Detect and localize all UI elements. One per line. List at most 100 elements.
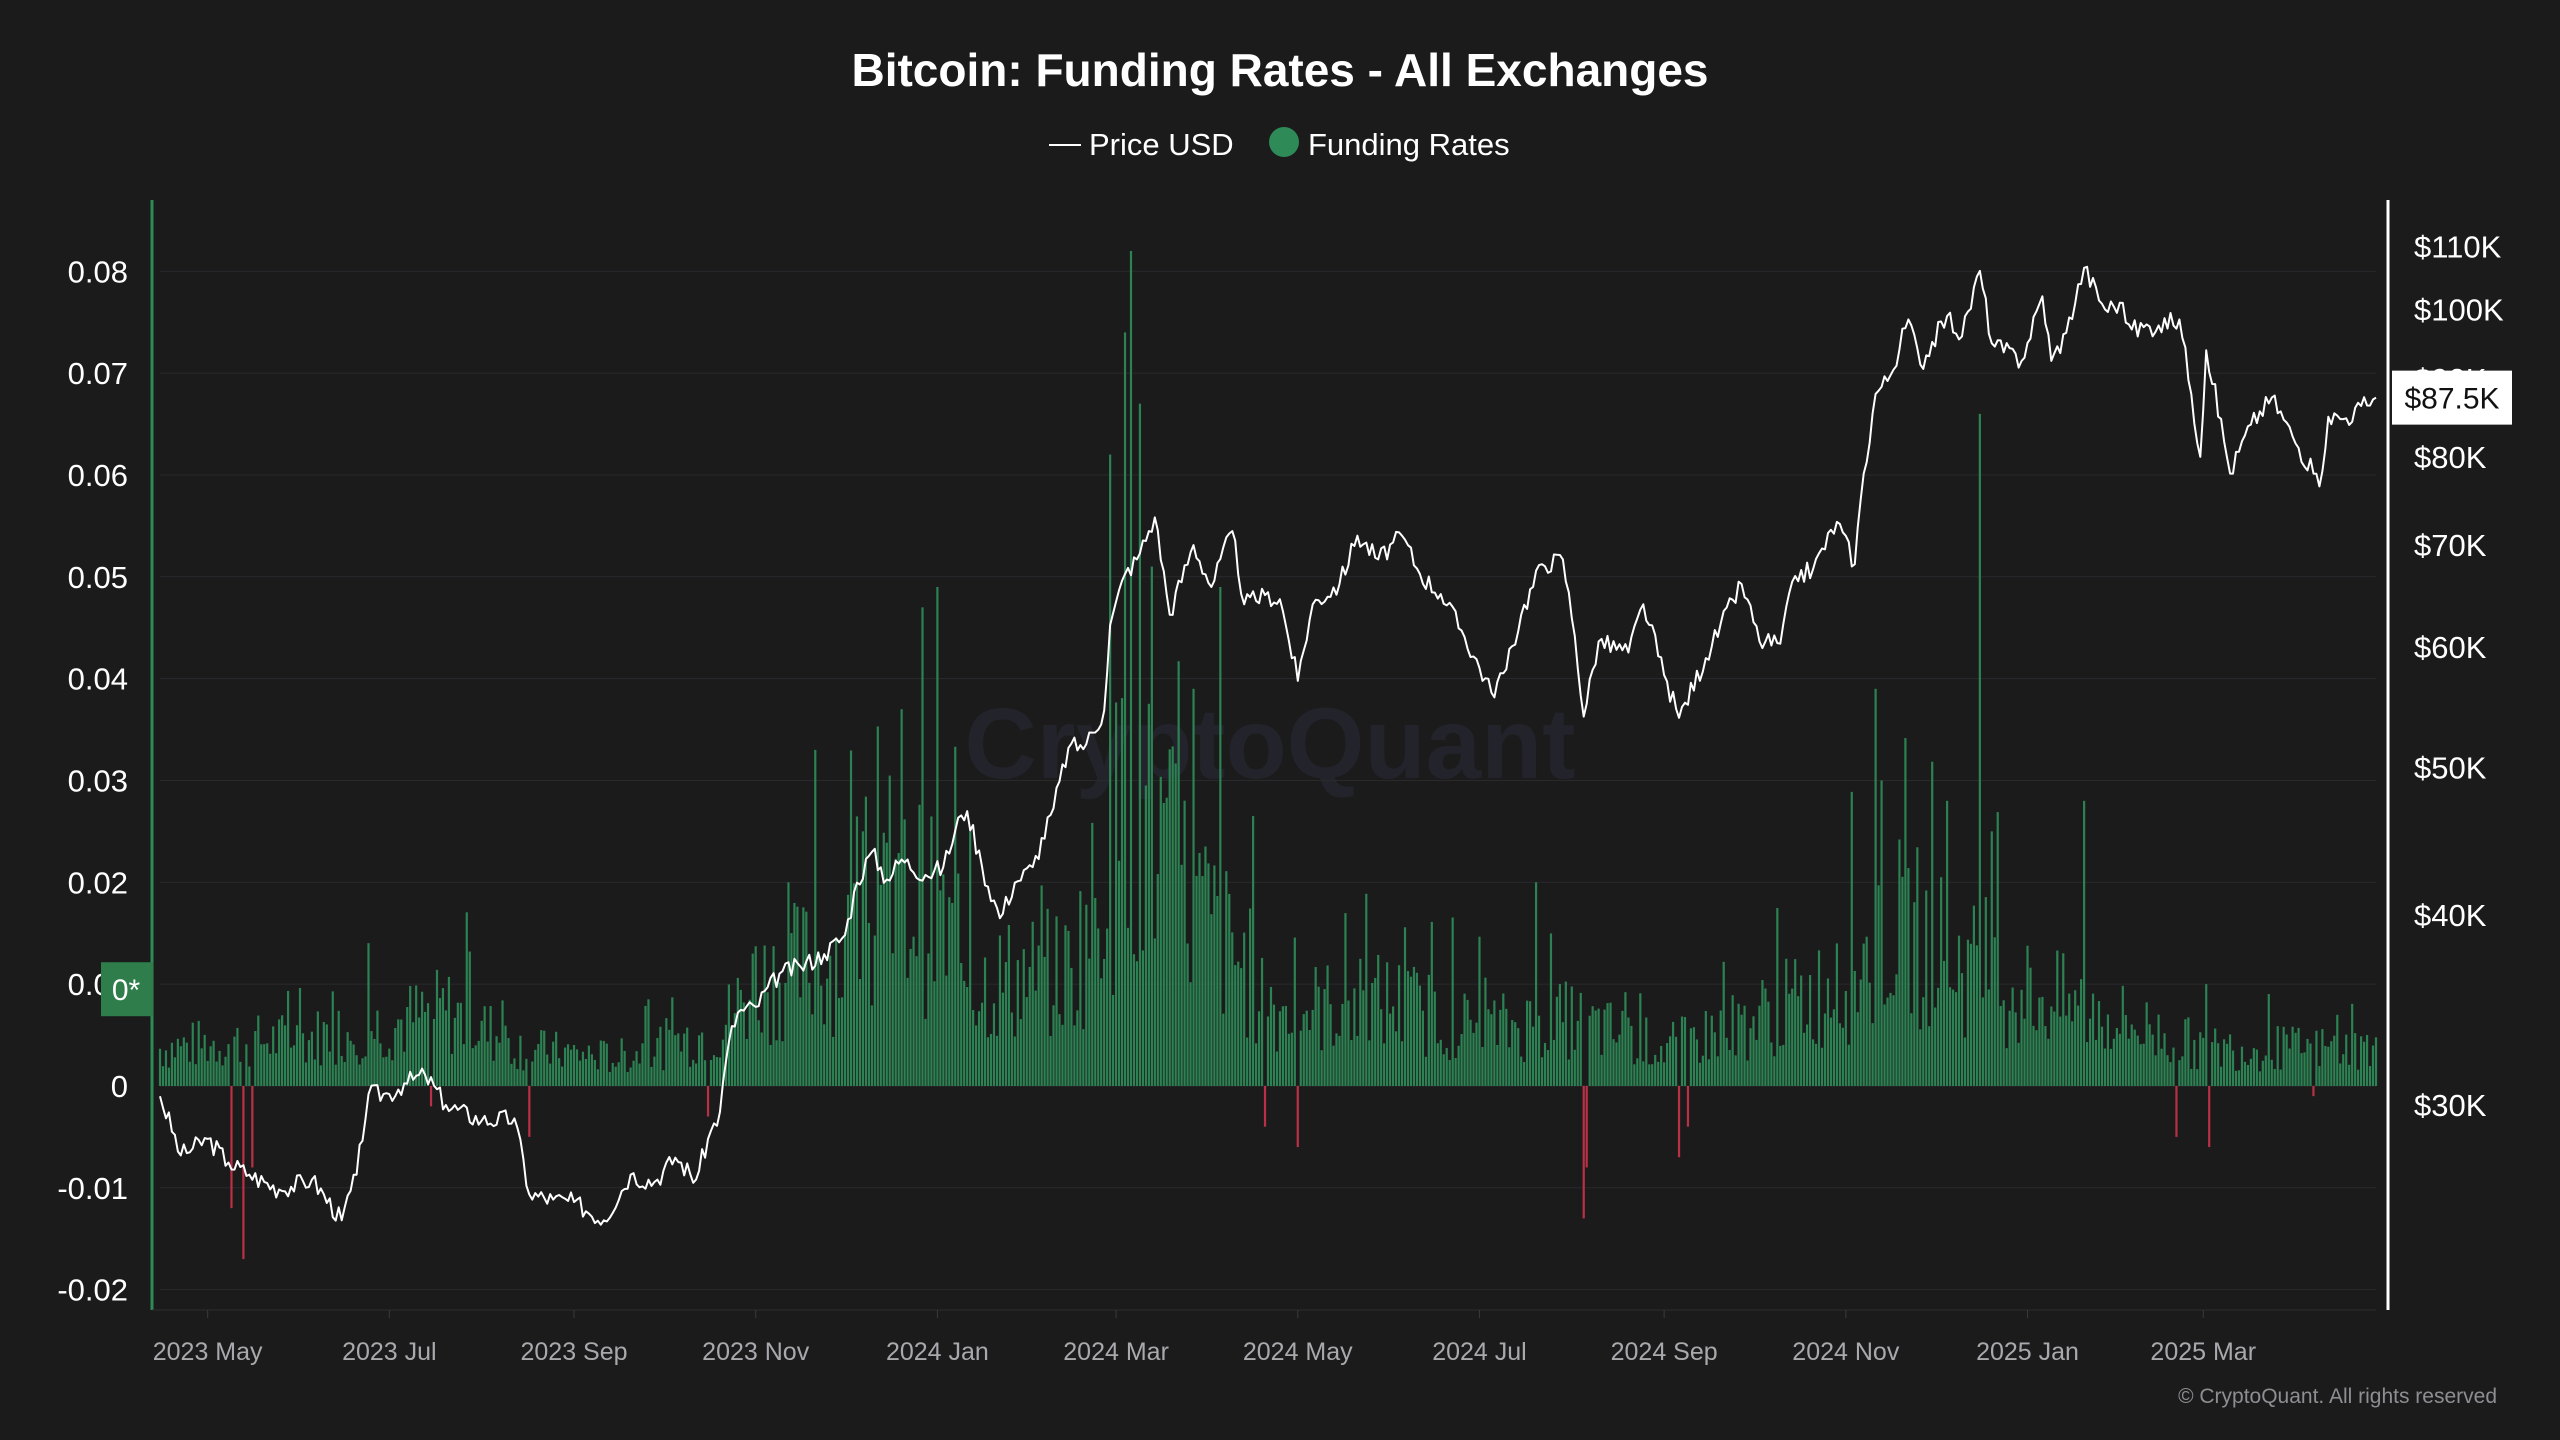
funding-bar [1085, 904, 1088, 1086]
funding-bar [310, 1031, 314, 1086]
funding-bar [2348, 1064, 2351, 1086]
funding-bar [185, 1042, 188, 1086]
funding-bar [1803, 1032, 1806, 1086]
funding-bar [1627, 1017, 1630, 1086]
funding-bar [1981, 997, 1984, 1086]
funding-bar [215, 1061, 218, 1086]
funding-bar [1934, 1007, 1937, 1086]
funding-bar [2243, 1061, 2247, 1086]
funding-bar [1680, 1016, 1684, 1086]
funding-bar [352, 1044, 355, 1086]
funding-bar [340, 1055, 343, 1086]
funding-bar [370, 1031, 373, 1086]
funding-bar [1573, 1049, 1576, 1086]
price-line[interactable] [159, 265, 2377, 1226]
funding-bar [552, 1041, 555, 1086]
funding-bar [1016, 960, 1019, 1086]
x-tick-label: 2023 May [153, 1338, 263, 1366]
funding-bar [1674, 1036, 1678, 1086]
funding-bar [781, 1041, 784, 1086]
legend-funding-label[interactable]: Funding Rates [1308, 127, 1510, 162]
funding-bar [989, 1033, 993, 1086]
funding-bar [328, 1051, 331, 1086]
funding-bar [1996, 812, 1999, 1086]
funding-bar [286, 990, 290, 1086]
funding-bar [194, 1064, 197, 1086]
funding-bar [1207, 863, 1210, 1086]
funding-bar [1380, 1009, 1383, 1086]
funding-bar [1323, 989, 1326, 1086]
funding-bar [1400, 1041, 1404, 1086]
funding-bar [2211, 1042, 2214, 1086]
funding-bar [811, 1014, 814, 1086]
funding-bar [1225, 871, 1228, 1086]
funding-bar [1329, 1004, 1332, 1086]
funding-bar [787, 882, 790, 1086]
funding-bar [969, 831, 972, 1086]
funding-bar [2327, 1046, 2330, 1086]
funding-bar [879, 884, 882, 1086]
legend-price-label[interactable]: Price USD [1089, 127, 1234, 162]
funding-bars[interactable] [158, 250, 2378, 1260]
x-tick-label: 2024 Jan [886, 1338, 989, 1366]
funding-bar [1731, 995, 1734, 1086]
funding-bar [1001, 992, 1005, 1086]
funding-bar [2002, 1000, 2005, 1086]
funding-bar [1004, 962, 1007, 1086]
funding-bar [1216, 896, 1219, 1086]
funding-bar [498, 1042, 501, 1086]
funding-bar [820, 985, 823, 1086]
funding-bar [325, 1024, 328, 1086]
funding-bar [504, 1025, 507, 1086]
funding-bar [1371, 982, 1374, 1086]
funding-bar [2321, 1029, 2324, 1086]
right-tick-label: $80K [2414, 440, 2487, 475]
funding-bar [1350, 1040, 1353, 1086]
funding-bar [313, 1059, 316, 1086]
funding-bar [164, 1050, 168, 1086]
funding-bar [1138, 403, 1142, 1086]
funding-bar [593, 1059, 596, 1086]
funding-bar [2047, 1038, 2050, 1086]
funding-bar [1252, 816, 1255, 1086]
funding-bar [2044, 1026, 2047, 1086]
funding-bar [1031, 921, 1034, 1086]
funding-bar [1683, 1017, 1687, 1086]
funding-bar [2083, 800, 2086, 1086]
funding-bar [468, 951, 471, 1086]
funding-bar [188, 1061, 191, 1086]
funding-bar [1254, 1043, 1258, 1086]
funding-bar [900, 709, 903, 1086]
funding-bar [1677, 1085, 1681, 1158]
funding-bar [289, 1047, 293, 1086]
funding-bar [602, 1040, 605, 1086]
funding-bar [692, 1059, 695, 1086]
funding-bar [1117, 860, 1121, 1086]
funding-bar [1517, 1028, 1520, 1086]
funding-bar [1940, 877, 1943, 1086]
funding-bar [1603, 1009, 1606, 1086]
funding-bar [1234, 965, 1237, 1086]
funding-bar [1314, 967, 1317, 1086]
funding-bar [423, 1011, 427, 1086]
funding-bar [1055, 916, 1058, 1086]
funding-bar [1865, 936, 1868, 1086]
funding-bar [1406, 971, 1410, 1086]
funding-bar [2306, 1038, 2309, 1086]
funding-bar [2160, 1048, 2163, 1086]
funding-bar [2085, 1042, 2089, 1086]
funding-bar [474, 1045, 477, 1086]
funding-bar [275, 1053, 278, 1086]
funding-bar [1439, 1039, 1442, 1086]
funding-bar [2157, 1014, 2160, 1086]
right-tick-label: $70K [2414, 528, 2487, 563]
funding-bar [221, 1065, 224, 1086]
funding-bar [1886, 997, 1889, 1086]
funding-bar [1070, 967, 1073, 1086]
funding-bar [2252, 1048, 2255, 1086]
funding-bar [385, 1056, 388, 1086]
funding-bar [572, 1045, 576, 1086]
funding-bar [698, 1035, 701, 1086]
funding-bar [2217, 1043, 2220, 1086]
funding-bar [1195, 875, 1198, 1086]
